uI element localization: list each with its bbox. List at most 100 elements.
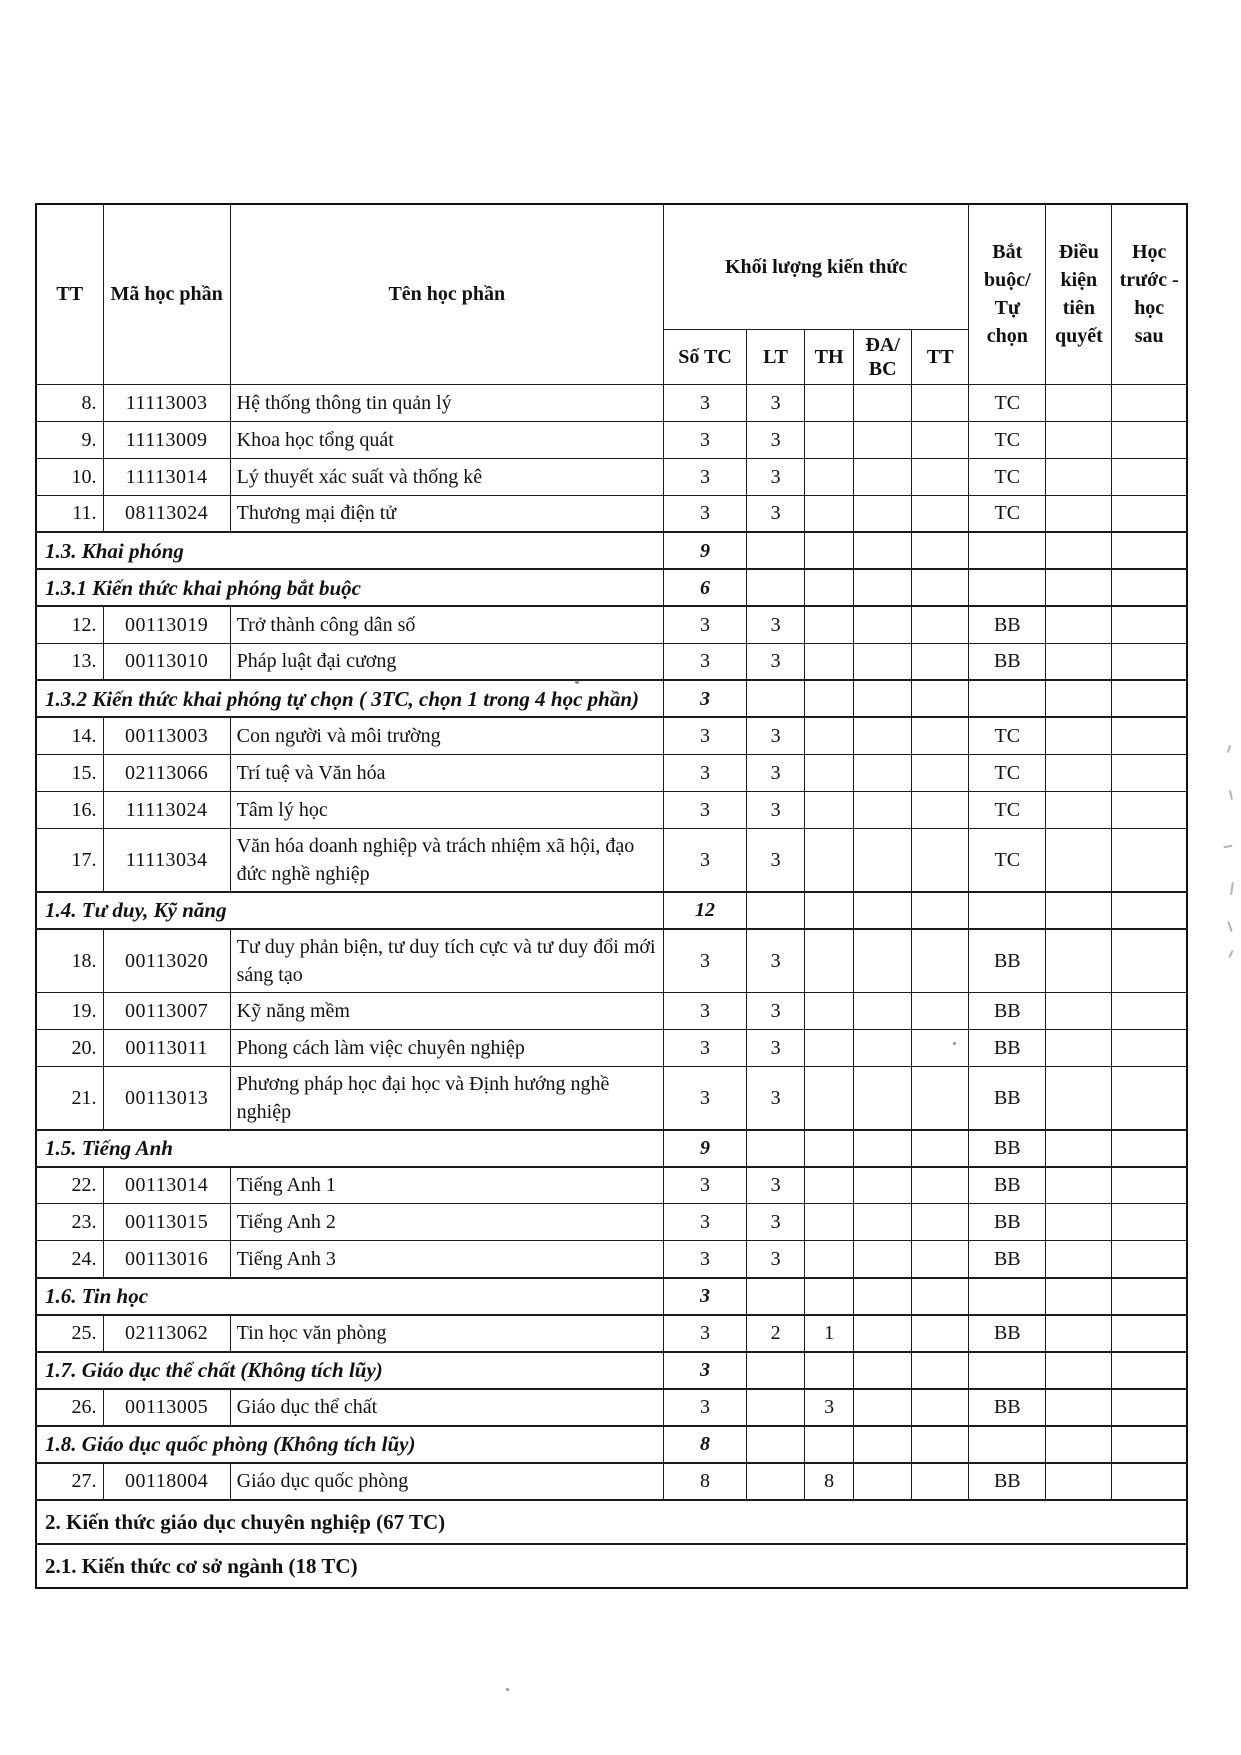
cell-th xyxy=(804,494,855,533)
cell-course-code: 00113015 xyxy=(102,1203,231,1241)
cell-so-tc: 3 xyxy=(662,605,748,644)
cell-bat-buoc: BB xyxy=(968,991,1047,1030)
cell-hoc-truoc xyxy=(1111,1028,1188,1067)
cell-dieu-kien xyxy=(1045,457,1113,496)
section-row: 1.8. Giáo dục quốc phòng (Không tích lũy… xyxy=(35,1424,1188,1464)
cell-bat-buoc: TC xyxy=(968,420,1047,459)
cell-so-tc: 3 xyxy=(662,1276,748,1316)
course-row: 24. 00113016 Tiếng Anh 3 3 3 BB xyxy=(35,1240,1188,1278)
cell-bat-buoc: BB xyxy=(968,1128,1047,1168)
cell-dieu-kien xyxy=(1045,716,1113,755)
cell-th xyxy=(804,991,855,1030)
cell-bat-buoc xyxy=(968,1350,1047,1390)
cell-th: 1 xyxy=(804,1314,855,1352)
cell-dieu-kien xyxy=(1045,1388,1113,1426)
cell-course-code: 00113013 xyxy=(102,1065,231,1130)
cell-th xyxy=(804,568,855,607)
cell-order: 23. xyxy=(35,1203,104,1241)
cell-da-bc xyxy=(853,753,913,792)
cell-lt: 2 xyxy=(746,1314,806,1352)
cell-lt xyxy=(746,890,806,930)
cell-so-tc: 3 xyxy=(662,1240,748,1278)
cell-order: 12. xyxy=(35,605,104,644)
course-row: 13. 00113010 Pháp luật đại cương 3 3 BB xyxy=(35,642,1188,681)
cell-course-code: 00113016 xyxy=(102,1240,231,1278)
cell-hoc-truoc xyxy=(1111,890,1188,930)
cell-course-code: 00113014 xyxy=(102,1166,231,1204)
course-row: 15. 02113066 Trí tuệ và Văn hóa 3 3 TC xyxy=(35,753,1188,792)
cell-lt xyxy=(746,1350,806,1390)
cell-lt xyxy=(746,1388,806,1426)
cell-da-bc xyxy=(853,494,913,533)
header-khoi-luong-kien-thuc: Khối lượng kiến thức xyxy=(662,203,970,330)
cell-dieu-kien xyxy=(1045,605,1113,644)
cell-hoc-truoc xyxy=(1111,420,1188,459)
header-tt: TT xyxy=(35,203,104,385)
scan-artifact xyxy=(1227,920,1233,933)
cell-th xyxy=(804,1203,855,1241)
cell-hoc-truoc xyxy=(1111,1388,1188,1426)
cell-tt2 xyxy=(911,1240,970,1278)
cell-order: 15. xyxy=(35,753,104,792)
cell-course-code: 11113003 xyxy=(102,383,231,422)
cell-bat-buoc xyxy=(968,1276,1047,1316)
cell-course-name: Văn hóa doanh nghiệp và trách nhiệm xã h… xyxy=(229,827,665,892)
section-row: 1.3. Khai phóng 9 xyxy=(35,531,1188,570)
course-row: 9. 11113009 Khoa học tổng quát 3 3 TC xyxy=(35,420,1188,459)
cell-bat-buoc xyxy=(968,568,1047,607)
course-row: 27. 00118004 Giáo dục quốc phòng 8 8 BB xyxy=(35,1462,1188,1500)
cell-th xyxy=(804,1240,855,1278)
course-row: 20. 00113011 Phong cách làm việc chuyên ng… xyxy=(35,1028,1188,1067)
cell-so-tc: 3 xyxy=(662,1388,748,1426)
cell-bat-buoc: BB xyxy=(968,1462,1047,1500)
course-row: 10. 11113014 Lý thuyết xác suất và thống k… xyxy=(35,457,1188,496)
cell-tt2 xyxy=(911,1462,970,1500)
section-label: 1.6. Tin học xyxy=(35,1276,664,1316)
cell-lt xyxy=(746,679,806,718)
cell-lt: 3 xyxy=(746,790,806,829)
cell-dieu-kien xyxy=(1045,827,1113,892)
header-tt-sub: TT xyxy=(911,328,970,385)
course-row: 12. 00113019 Trở thành công dân số 3 3 BB xyxy=(35,605,1188,644)
cell-th xyxy=(804,716,855,755)
cell-bat-buoc xyxy=(968,890,1047,930)
cell-order: 22. xyxy=(35,1166,104,1204)
cell-course-name: Tiếng Anh 3 xyxy=(229,1240,665,1278)
cell-order: 27. xyxy=(35,1462,104,1500)
cell-tt2 xyxy=(911,1166,970,1204)
cell-course-name: Phong cách làm việc chuyên nghiệp xyxy=(229,1028,665,1067)
cell-th xyxy=(804,1276,855,1316)
cell-th xyxy=(804,1065,855,1130)
cell-course-name: Trở thành công dân số xyxy=(229,605,665,644)
cell-lt: 3 xyxy=(746,1240,806,1278)
cell-so-tc: 3 xyxy=(662,716,748,755)
cell-bat-buoc: TC xyxy=(968,383,1047,422)
cell-order: 18. xyxy=(35,928,104,993)
cell-da-bc xyxy=(853,1128,913,1168)
cell-th xyxy=(804,605,855,644)
cell-dieu-kien xyxy=(1045,1462,1113,1500)
cell-hoc-truoc xyxy=(1111,679,1188,718)
full-section-row: 2.1. Kiến thức cơ sở ngành (18 TC) xyxy=(35,1542,1188,1588)
cell-dieu-kien xyxy=(1045,420,1113,459)
cell-bat-buoc: BB xyxy=(968,1314,1047,1352)
cell-bat-buoc: TC xyxy=(968,716,1047,755)
cell-dieu-kien xyxy=(1045,753,1113,792)
cell-course-code: 11113034 xyxy=(102,827,231,892)
cell-da-bc xyxy=(853,890,913,930)
cell-hoc-truoc xyxy=(1111,642,1188,681)
section-label: 1.7. Giáo dục thể chất (Không tích lũy) xyxy=(35,1350,664,1390)
cell-so-tc: 3 xyxy=(662,1350,748,1390)
cell-course-code: 00118004 xyxy=(102,1462,231,1500)
cell-bat-buoc: BB xyxy=(968,1065,1047,1130)
header-da-bc: ĐA/ BC xyxy=(853,328,913,385)
cell-da-bc xyxy=(853,679,913,718)
cell-so-tc: 3 xyxy=(662,1203,748,1241)
cell-hoc-truoc xyxy=(1111,605,1188,644)
cell-bat-buoc xyxy=(968,1424,1047,1464)
cell-lt xyxy=(746,1424,806,1464)
cell-course-name: Giáo dục thể chất xyxy=(229,1388,665,1426)
cell-course-name: Tâm lý học xyxy=(229,790,665,829)
cell-da-bc xyxy=(853,1240,913,1278)
cell-dieu-kien xyxy=(1045,679,1113,718)
